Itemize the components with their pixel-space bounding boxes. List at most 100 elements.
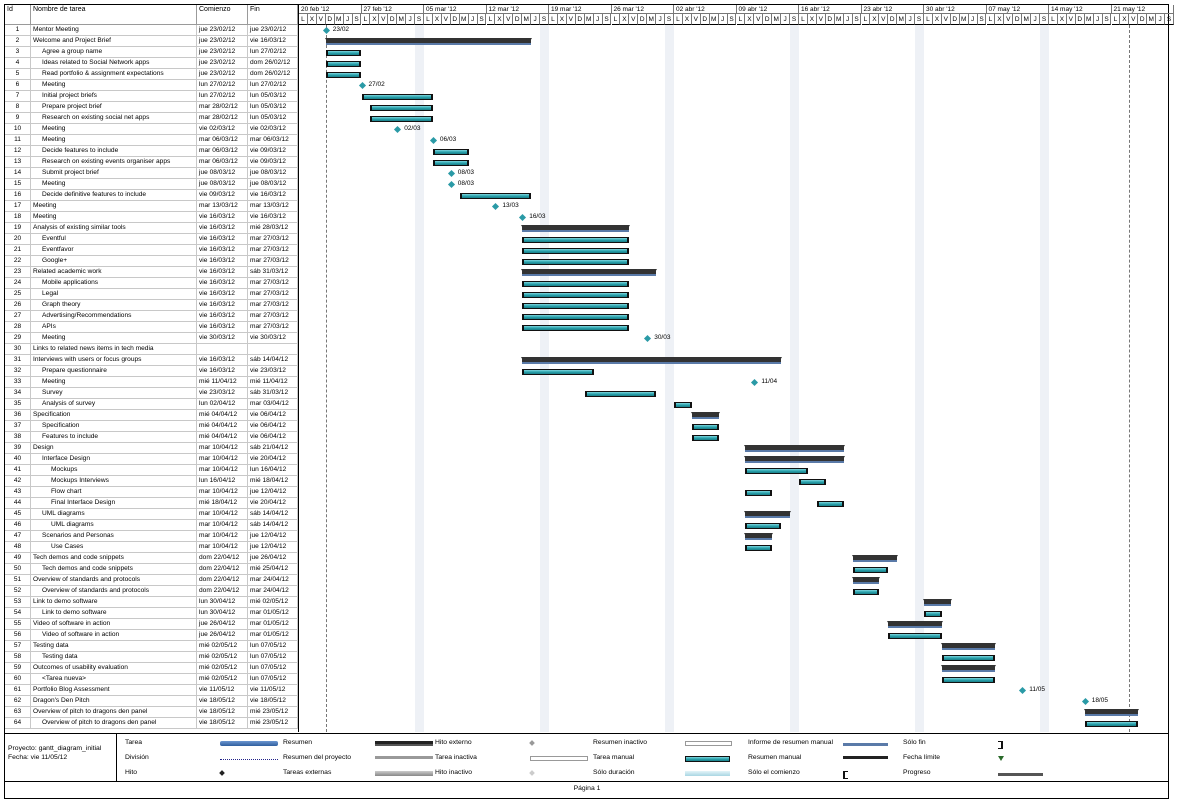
- summary-bar[interactable]: [923, 599, 952, 606]
- task-bar[interactable]: [941, 655, 996, 661]
- table-row[interactable]: 32 Prepare questionnaire vie 16/03/12 vie 2…: [5, 366, 298, 377]
- table-row[interactable]: 33 Meeting mié 11/04/12 mié 11/04/12: [5, 377, 298, 388]
- table-row[interactable]: 6 Meeting lun 27/02/12 lun 27/02/12: [5, 80, 298, 91]
- table-row[interactable]: 44 Final Interface Design mié 18/04/12 vie …: [5, 498, 298, 509]
- table-row[interactable]: 14 Submit project brief jue 08/03/12 jue 08…: [5, 168, 298, 179]
- task-bar[interactable]: [852, 567, 889, 573]
- table-row[interactable]: 20 Eventful vie 16/03/12 mar 27/03/12: [5, 234, 298, 245]
- summary-bar[interactable]: [940, 643, 996, 650]
- table-row[interactable]: 55 Video of software in action jue 26/04/1…: [5, 619, 298, 630]
- task-bar[interactable]: [370, 105, 433, 111]
- table-row[interactable]: 22 Google+ vie 16/03/12 mar 27/03/12: [5, 256, 298, 267]
- table-row[interactable]: 50 Tech demos and code snippets dom 22/04/…: [5, 564, 298, 575]
- task-bar[interactable]: [799, 479, 826, 485]
- milestone-marker[interactable]: [1081, 697, 1089, 706]
- table-row[interactable]: 19 Analysis of existing similar tools vie …: [5, 223, 298, 234]
- milestone-marker[interactable]: [394, 125, 402, 134]
- summary-bar[interactable]: [324, 38, 533, 45]
- table-row[interactable]: 59 Outcomes of usability evaluation mié 02…: [5, 663, 298, 674]
- summary-bar[interactable]: [690, 412, 720, 419]
- task-bar[interactable]: [941, 677, 996, 683]
- summary-bar[interactable]: [744, 456, 845, 463]
- task-bar[interactable]: [432, 149, 469, 155]
- task-bar[interactable]: [852, 589, 880, 595]
- table-row[interactable]: 30 Links to related news items in tech me…: [5, 344, 298, 355]
- task-bar[interactable]: [325, 50, 362, 56]
- table-row[interactable]: 62 Dragon's Den Pitch vie 18/05/12 vie 18/0…: [5, 696, 298, 707]
- summary-bar[interactable]: [744, 533, 773, 540]
- summary-bar[interactable]: [851, 555, 898, 562]
- table-row[interactable]: 10 Meeting vie 02/03/12 vie 02/03/12: [5, 124, 298, 135]
- task-bar[interactable]: [522, 314, 630, 320]
- table-row[interactable]: 1 Mentor Meeting jue 23/02/12 jue 23/02/12: [5, 25, 298, 36]
- table-row[interactable]: 3 Agree a group name jue 23/02/12 lun 27/02…: [5, 47, 298, 58]
- table-row[interactable]: 56 Video of software in action jue 26/04/1…: [5, 630, 298, 641]
- task-bar[interactable]: [522, 303, 630, 309]
- table-row[interactable]: 16 Decide definitive features to include v…: [5, 190, 298, 201]
- table-row[interactable]: 46 UML diagrams mar 10/04/12 sáb 14/04/12: [5, 520, 298, 531]
- table-row[interactable]: 54 Link to demo software lun 30/04/12 mar 0…: [5, 608, 298, 619]
- table-row[interactable]: 48 Use Cases mar 10/04/12 jue 12/04/12: [5, 542, 298, 553]
- milestone-marker[interactable]: [447, 169, 455, 178]
- table-row[interactable]: 2 Welcome and Project Brief jue 23/02/12 vi…: [5, 36, 298, 47]
- milestone-marker[interactable]: [358, 81, 366, 90]
- table-row[interactable]: 42 Mockups Interviews lun 16/04/12 mié 18/0…: [5, 476, 298, 487]
- table-row[interactable]: 23 Related academic work vie 16/03/12 sáb 3…: [5, 267, 298, 278]
- table-row[interactable]: 8 Prepare project brief mar 28/02/12 lun 05…: [5, 102, 298, 113]
- summary-bar[interactable]: [851, 577, 881, 584]
- table-row[interactable]: 5 Read portfolio & assignment expectation…: [5, 69, 298, 80]
- milestone-marker[interactable]: [644, 334, 652, 343]
- milestone-marker[interactable]: [519, 213, 527, 222]
- milestone-marker[interactable]: [447, 180, 455, 189]
- milestone-marker[interactable]: [751, 378, 759, 387]
- table-row[interactable]: 11 Meeting mar 06/03/12 mar 06/03/12: [5, 135, 298, 146]
- task-bar[interactable]: [522, 237, 630, 243]
- task-bar[interactable]: [522, 259, 630, 265]
- table-row[interactable]: 24 Mobile applications vie 16/03/12 mar 27/…: [5, 278, 298, 289]
- task-bar[interactable]: [745, 490, 773, 496]
- task-bar[interactable]: [691, 435, 719, 441]
- table-row[interactable]: 60 <Tarea nueva> mié 02/05/12 lun 07/05/12: [5, 674, 298, 685]
- task-bar[interactable]: [745, 523, 782, 529]
- task-bar[interactable]: [459, 193, 532, 199]
- table-row[interactable]: 28 APIs vie 16/03/12 mar 27/03/12: [5, 322, 298, 333]
- task-bar[interactable]: [1084, 721, 1139, 727]
- task-bar[interactable]: [674, 402, 692, 408]
- summary-bar[interactable]: [940, 665, 996, 672]
- table-row[interactable]: 57 Testing data mié 02/05/12 lun 07/05/12: [5, 641, 298, 652]
- task-bar[interactable]: [584, 391, 657, 397]
- table-row[interactable]: 13 Research on existing events organiser …: [5, 157, 298, 168]
- task-bar[interactable]: [522, 325, 630, 331]
- task-bar[interactable]: [325, 61, 362, 67]
- task-bar[interactable]: [691, 424, 719, 430]
- table-row[interactable]: 31 Interviews with users or focus groups v…: [5, 355, 298, 366]
- table-row[interactable]: 37 Specification mié 04/04/12 vie 06/04/12: [5, 421, 298, 432]
- table-row[interactable]: 35 Analysis of survey lun 02/04/12 mar 03/0…: [5, 399, 298, 410]
- task-bar[interactable]: [361, 94, 433, 100]
- table-row[interactable]: 52 Overview of standards and protocols dom…: [5, 586, 298, 597]
- table-row[interactable]: 12 Decide features to include mar 06/03/12…: [5, 146, 298, 157]
- table-row[interactable]: 64 Overview of pitch to dragons den panel…: [5, 718, 298, 729]
- table-row[interactable]: 17 Meeting mar 13/03/12 mar 13/03/12: [5, 201, 298, 212]
- table-row[interactable]: 63 Overview of pitch to dragons den panel…: [5, 707, 298, 718]
- table-row[interactable]: 49 Tech demos and code snippets dom 22/04/…: [5, 553, 298, 564]
- milestone-marker[interactable]: [429, 136, 437, 145]
- table-row[interactable]: 41 Mockups mar 10/04/12 lun 16/04/12: [5, 465, 298, 476]
- table-row[interactable]: 21 Eventfavor vie 16/03/12 mar 27/03/12: [5, 245, 298, 256]
- summary-bar[interactable]: [521, 269, 658, 276]
- summary-bar[interactable]: [521, 357, 783, 364]
- table-row[interactable]: 34 Survey vie 23/03/12 sáb 31/03/12: [5, 388, 298, 399]
- task-bar[interactable]: [745, 545, 773, 551]
- task-bar[interactable]: [522, 248, 630, 254]
- table-row[interactable]: 43 Flow chart mar 10/04/12 jue 12/04/12: [5, 487, 298, 498]
- summary-bar[interactable]: [744, 445, 845, 452]
- task-bar[interactable]: [432, 160, 469, 166]
- task-bar[interactable]: [745, 468, 808, 474]
- summary-bar[interactable]: [521, 225, 631, 232]
- table-row[interactable]: 45 UML diagrams mar 10/04/12 sáb 14/04/12: [5, 509, 298, 520]
- table-row[interactable]: 7 Initial project briefs lun 27/02/12 lun 0…: [5, 91, 298, 102]
- task-bar[interactable]: [522, 292, 630, 298]
- table-row[interactable]: 15 Meeting jue 08/03/12 jue 08/03/12: [5, 179, 298, 190]
- task-bar[interactable]: [888, 633, 942, 639]
- table-row[interactable]: 25 Legal vie 16/03/12 mar 27/03/12: [5, 289, 298, 300]
